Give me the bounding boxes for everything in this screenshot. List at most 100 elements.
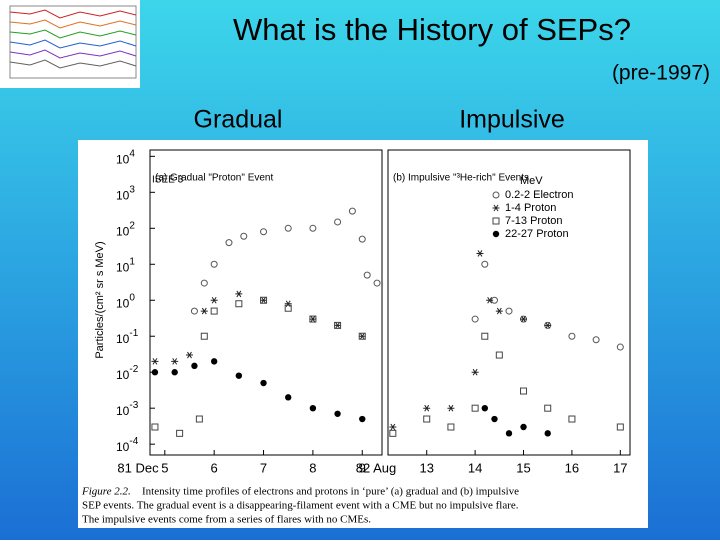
column-label: Gradual <box>194 106 283 134</box>
marker <box>334 410 341 417</box>
marker <box>568 332 576 340</box>
marker <box>389 423 397 431</box>
y-tick-exponent: 4 <box>129 148 135 159</box>
y-tick-label: 101 <box>116 256 135 275</box>
column-label: Impulsive <box>459 106 565 134</box>
marker <box>389 429 397 437</box>
y-tick-exponent: -3 <box>129 400 138 411</box>
thumbnail <box>0 0 140 88</box>
marker <box>309 315 317 323</box>
y-tick-label: 10-1 <box>116 328 139 347</box>
marker <box>210 307 218 315</box>
x-tick-label: 6 <box>211 460 218 475</box>
legend-label: 7-13 Proton <box>505 215 562 227</box>
y-tick-label: 102 <box>116 220 135 239</box>
marker <box>492 191 500 199</box>
y-tick-base: 10 <box>116 260 130 274</box>
y-tick-base: 10 <box>116 440 130 454</box>
marker <box>505 307 513 315</box>
marker <box>359 415 366 423</box>
marker <box>492 230 500 238</box>
marker <box>200 279 208 287</box>
marker <box>185 351 193 359</box>
y-axis-label: Particles/(cm² sr s MeV) <box>94 241 106 358</box>
y-tick-base: 10 <box>116 404 130 418</box>
slide-title: What is the History of SEPs? <box>233 12 631 47</box>
marker <box>544 322 552 329</box>
marker <box>235 300 243 308</box>
marker <box>334 218 342 226</box>
instrument-label: ISEE 3 <box>152 175 184 186</box>
marker <box>235 372 243 379</box>
y-tick-exponent: -2 <box>129 364 138 375</box>
marker <box>358 332 366 340</box>
x-tick-label: 17 <box>613 460 627 475</box>
figure-panel <box>78 140 648 528</box>
x-tick-label: 15 <box>516 460 530 475</box>
marker <box>363 271 371 279</box>
marker <box>151 423 159 431</box>
marker <box>285 394 292 401</box>
marker <box>616 343 624 351</box>
x-prefix-label: 82 Aug <box>356 460 397 475</box>
marker <box>491 415 498 423</box>
legend-label: 0.2-2 Electron <box>505 189 573 201</box>
y-tick-base: 10 <box>116 224 130 238</box>
marker <box>495 351 503 359</box>
y-tick-base: 10 <box>116 332 130 346</box>
marker <box>471 315 479 323</box>
marker <box>260 296 268 304</box>
marker <box>210 296 218 304</box>
plot-frame <box>149 149 383 456</box>
marker <box>151 358 159 365</box>
marker <box>235 290 243 298</box>
y-tick-label: 10-2 <box>116 364 139 383</box>
plot-frame <box>387 149 631 456</box>
marker <box>568 415 576 423</box>
y-tick-label: 103 <box>116 184 135 203</box>
marker <box>481 404 488 412</box>
y-tick-exponent: 3 <box>129 184 135 195</box>
marker <box>520 315 528 323</box>
legend-label: 22-27 Proton <box>505 228 569 240</box>
y-tick-base: 10 <box>116 188 130 202</box>
marker <box>481 332 489 340</box>
marker <box>225 239 233 247</box>
slide-subtitle: (pre-1997) <box>612 62 710 85</box>
marker <box>348 207 356 215</box>
legend-label: 1-4 Proton <box>505 202 556 214</box>
y-tick-base: 10 <box>116 368 130 382</box>
marker <box>191 362 198 370</box>
panel-title: (b) Impulsive "³He-rich" Events <box>393 173 529 184</box>
marker <box>492 204 500 212</box>
x-tick-label: 7 <box>260 460 267 475</box>
x-tick-label: 16 <box>565 460 579 475</box>
marker <box>240 232 248 240</box>
marker <box>505 430 513 437</box>
y-tick-exponent: 1 <box>129 256 135 267</box>
marker <box>260 228 268 236</box>
marker <box>284 300 292 308</box>
y-tick-label: 10-4 <box>116 436 139 455</box>
marker <box>544 404 552 412</box>
marker <box>592 336 600 344</box>
marker <box>492 217 500 225</box>
marker <box>358 332 366 340</box>
marker <box>309 315 317 323</box>
marker <box>423 404 431 412</box>
x-tick-label: 8 <box>309 460 316 475</box>
y-tick-label: 100 <box>116 292 135 311</box>
marker <box>171 369 178 376</box>
marker <box>447 423 455 431</box>
marker <box>200 332 208 340</box>
y-tick-base: 10 <box>116 296 130 310</box>
marker <box>334 321 342 329</box>
x-prefix-label: 81 Dec <box>117 460 159 475</box>
marker <box>373 279 381 287</box>
legend-title: MeV <box>520 175 543 187</box>
marker <box>423 415 431 423</box>
marker <box>544 430 551 437</box>
caption-line: The impulsive events come from a series … <box>82 514 371 526</box>
